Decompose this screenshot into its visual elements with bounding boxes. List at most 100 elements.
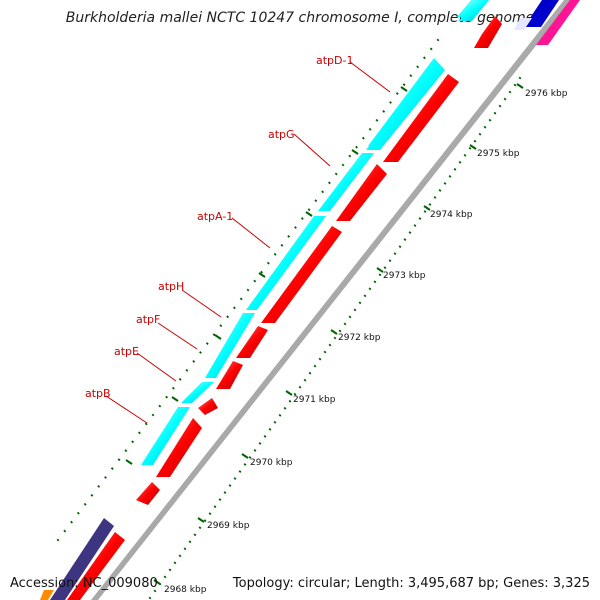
feature-magenta [536, 0, 580, 45]
cds-feature [236, 326, 268, 358]
outer-scale-tick [273, 252, 277, 256]
gene-label-atpe: atpE [114, 345, 139, 358]
major-scale-tick [285, 390, 293, 396]
inner-scale-tick [423, 210, 427, 213]
outer-scale-tick [232, 306, 236, 310]
inner-scale-tick [518, 76, 522, 80]
inner-scale-tick [443, 181, 447, 185]
tick-label-2975: 2975 kbp [477, 149, 520, 159]
inner-scale-tick [508, 90, 512, 94]
inner-scale-tick [323, 350, 327, 354]
outer-scale-tick [294, 226, 297, 229]
feature-blue [524, 0, 559, 27]
inner-scale-tick [228, 484, 232, 488]
major-scale-tick [241, 453, 249, 459]
inner-scale-tick [168, 568, 172, 572]
outer-scale-tick [361, 136, 365, 140]
outer-feature [205, 313, 255, 378]
inner-scale-tick [353, 308, 357, 312]
inner-scale-tick [503, 97, 507, 101]
inner-scale-tick [363, 294, 367, 298]
outer-scale-tick [389, 101, 392, 104]
gene-label-atpd-1: atpD-1 [316, 54, 353, 67]
outer-scale-tick [327, 181, 331, 185]
inner-scale-tick [483, 125, 487, 129]
outer-scale-tick [63, 529, 67, 533]
gene-label-atpg: atpG [268, 128, 295, 141]
inner-scale-tick [153, 589, 157, 593]
inner-scale-tick [418, 217, 422, 220]
outer-feature [181, 382, 214, 403]
inner-scale-tick [373, 280, 377, 284]
inner-scale-tick [403, 238, 407, 242]
outer-scale-tick [422, 56, 426, 60]
inner-scale-tick [358, 301, 362, 305]
inner-scale-tick [368, 287, 372, 291]
outer-scale-tick [375, 118, 379, 122]
outer-scale-tick [395, 92, 399, 96]
major-scale-tick [305, 211, 313, 217]
gene-label-atpf: atpF [136, 313, 160, 326]
inner-scale-tick [163, 575, 167, 579]
inner-scale-tick [463, 153, 467, 157]
inner-scale-tick [223, 491, 227, 495]
major-scale-tick [258, 272, 266, 278]
outer-feature [141, 407, 190, 465]
inner-scale-tick [298, 385, 302, 389]
outer-scale-tick [137, 431, 141, 435]
cds-feature [216, 361, 243, 389]
major-scale-tick [330, 329, 338, 335]
inner-scale-tick [248, 456, 252, 459]
tick-label-2974: 2974 kbp [430, 210, 473, 220]
outer-scale-tick [104, 476, 107, 479]
leader-line [105, 395, 148, 424]
leader-line [293, 133, 331, 167]
outer-scale-tick [436, 38, 440, 42]
major-scale-tick [125, 459, 133, 465]
tick-label-2969: 2969 kbp [207, 521, 250, 531]
tick-label-2973: 2973 kbp [383, 271, 426, 281]
inner-scale-tick [278, 413, 282, 417]
leader-line [136, 352, 177, 382]
outer-scale-tick [334, 172, 338, 176]
outer-scale-tick [368, 127, 372, 131]
outer-scale-tick [178, 377, 182, 381]
inner-scale-tick [273, 420, 277, 424]
inner-scale-tick [458, 160, 462, 164]
leader-line [157, 322, 198, 350]
inner-scale-tick [283, 406, 287, 410]
inner-scale-tick [313, 364, 317, 368]
major-scale-tick [171, 396, 179, 402]
outer-scale-tick [165, 395, 169, 399]
outer-scale-tick [110, 467, 114, 471]
outer-scale-tick [171, 386, 175, 390]
cds-feature [156, 418, 202, 477]
outer-scale-tick [266, 261, 270, 265]
outer-scale-tick [199, 351, 202, 354]
outer-scale-tick [287, 234, 291, 238]
outer-scale-tick [280, 243, 284, 247]
major-scale-tick [516, 83, 524, 89]
outer-scale-tick [219, 324, 223, 328]
inner-scale-tick [268, 427, 272, 431]
inner-scale-tick [413, 224, 417, 228]
outer-scale-tick [144, 422, 148, 426]
leader-line [349, 61, 391, 93]
inner-scale-tick [388, 259, 392, 263]
outer-feature [366, 58, 445, 150]
outer-scale-tick [185, 368, 189, 372]
outer-scale-tick [70, 520, 74, 524]
outer-scale-tick [341, 163, 345, 167]
major-scale-tick [197, 517, 205, 523]
outer-scale-tick [239, 297, 243, 301]
outer-scale-tick [429, 47, 433, 51]
inner-scale-tick [208, 512, 212, 516]
inner-scale-tick [348, 315, 352, 319]
inner-scale-tick [188, 540, 192, 544]
major-scale-tick [153, 579, 161, 585]
outer-feature [246, 216, 326, 310]
outer-scale-tick [355, 145, 359, 149]
outer-feature [318, 153, 374, 211]
outer-scale-tick [300, 217, 304, 221]
outer-scale-tick [117, 458, 121, 462]
